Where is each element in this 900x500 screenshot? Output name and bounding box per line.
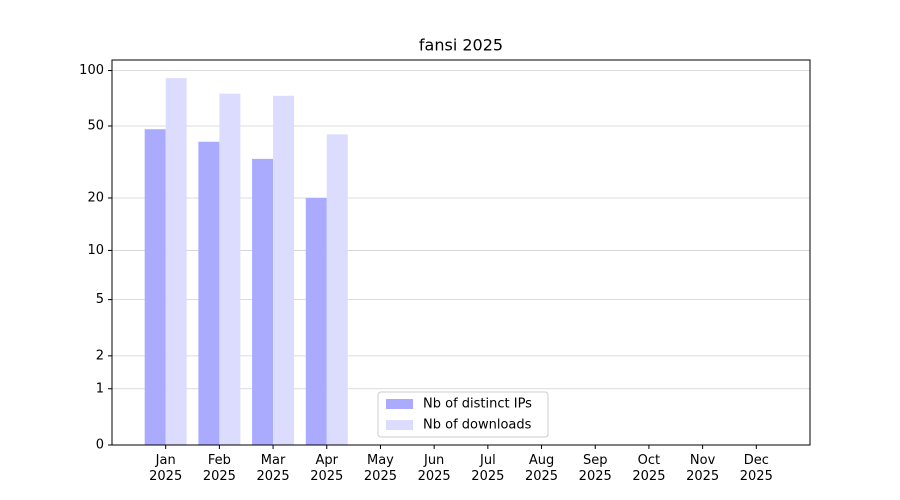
bar xyxy=(198,141,220,446)
bar xyxy=(273,95,295,445)
x-tick-label: Oct 2025 xyxy=(632,453,666,484)
bar xyxy=(144,129,166,445)
chart-title: fansi 2025 xyxy=(419,36,503,55)
legend-swatch xyxy=(386,420,413,430)
legend-swatch xyxy=(386,399,413,409)
y-tick-label: 20 xyxy=(87,190,104,205)
bar xyxy=(252,158,274,445)
y-tick-label: 100 xyxy=(79,63,104,78)
x-tick-label: Dec 2025 xyxy=(739,453,773,484)
x-tick-label: May 2025 xyxy=(363,453,397,484)
x-tick-label: Sep 2025 xyxy=(578,453,612,484)
bar xyxy=(165,78,187,446)
y-tick-label: 50 xyxy=(87,118,104,133)
plot-frame xyxy=(111,59,811,446)
legend-box xyxy=(377,391,549,438)
x-tick-label: Aug 2025 xyxy=(524,453,559,484)
x-tick-label: Jun 2025 xyxy=(417,453,451,484)
y-tick-label: 5 xyxy=(96,292,104,307)
x-tick-label: Jul 2025 xyxy=(471,453,505,484)
y-tick-label: 10 xyxy=(87,243,104,258)
x-tick-label: Mar 2025 xyxy=(256,453,290,484)
legend-label: Nb of downloads xyxy=(423,418,532,433)
x-tick-label: Jan 2025 xyxy=(149,453,183,484)
bar xyxy=(305,197,327,445)
legend-label: Nb of distinct IPs xyxy=(423,397,532,412)
x-tick-label: Feb 2025 xyxy=(202,453,236,484)
x-tick-label: Nov 2025 xyxy=(686,453,720,484)
bar xyxy=(326,134,348,445)
x-tick-label: Apr 2025 xyxy=(310,453,344,484)
y-tick-label: 0 xyxy=(96,438,104,453)
bar xyxy=(219,93,241,445)
y-tick-label: 1 xyxy=(96,381,104,396)
y-tick-label: 2 xyxy=(96,348,104,363)
